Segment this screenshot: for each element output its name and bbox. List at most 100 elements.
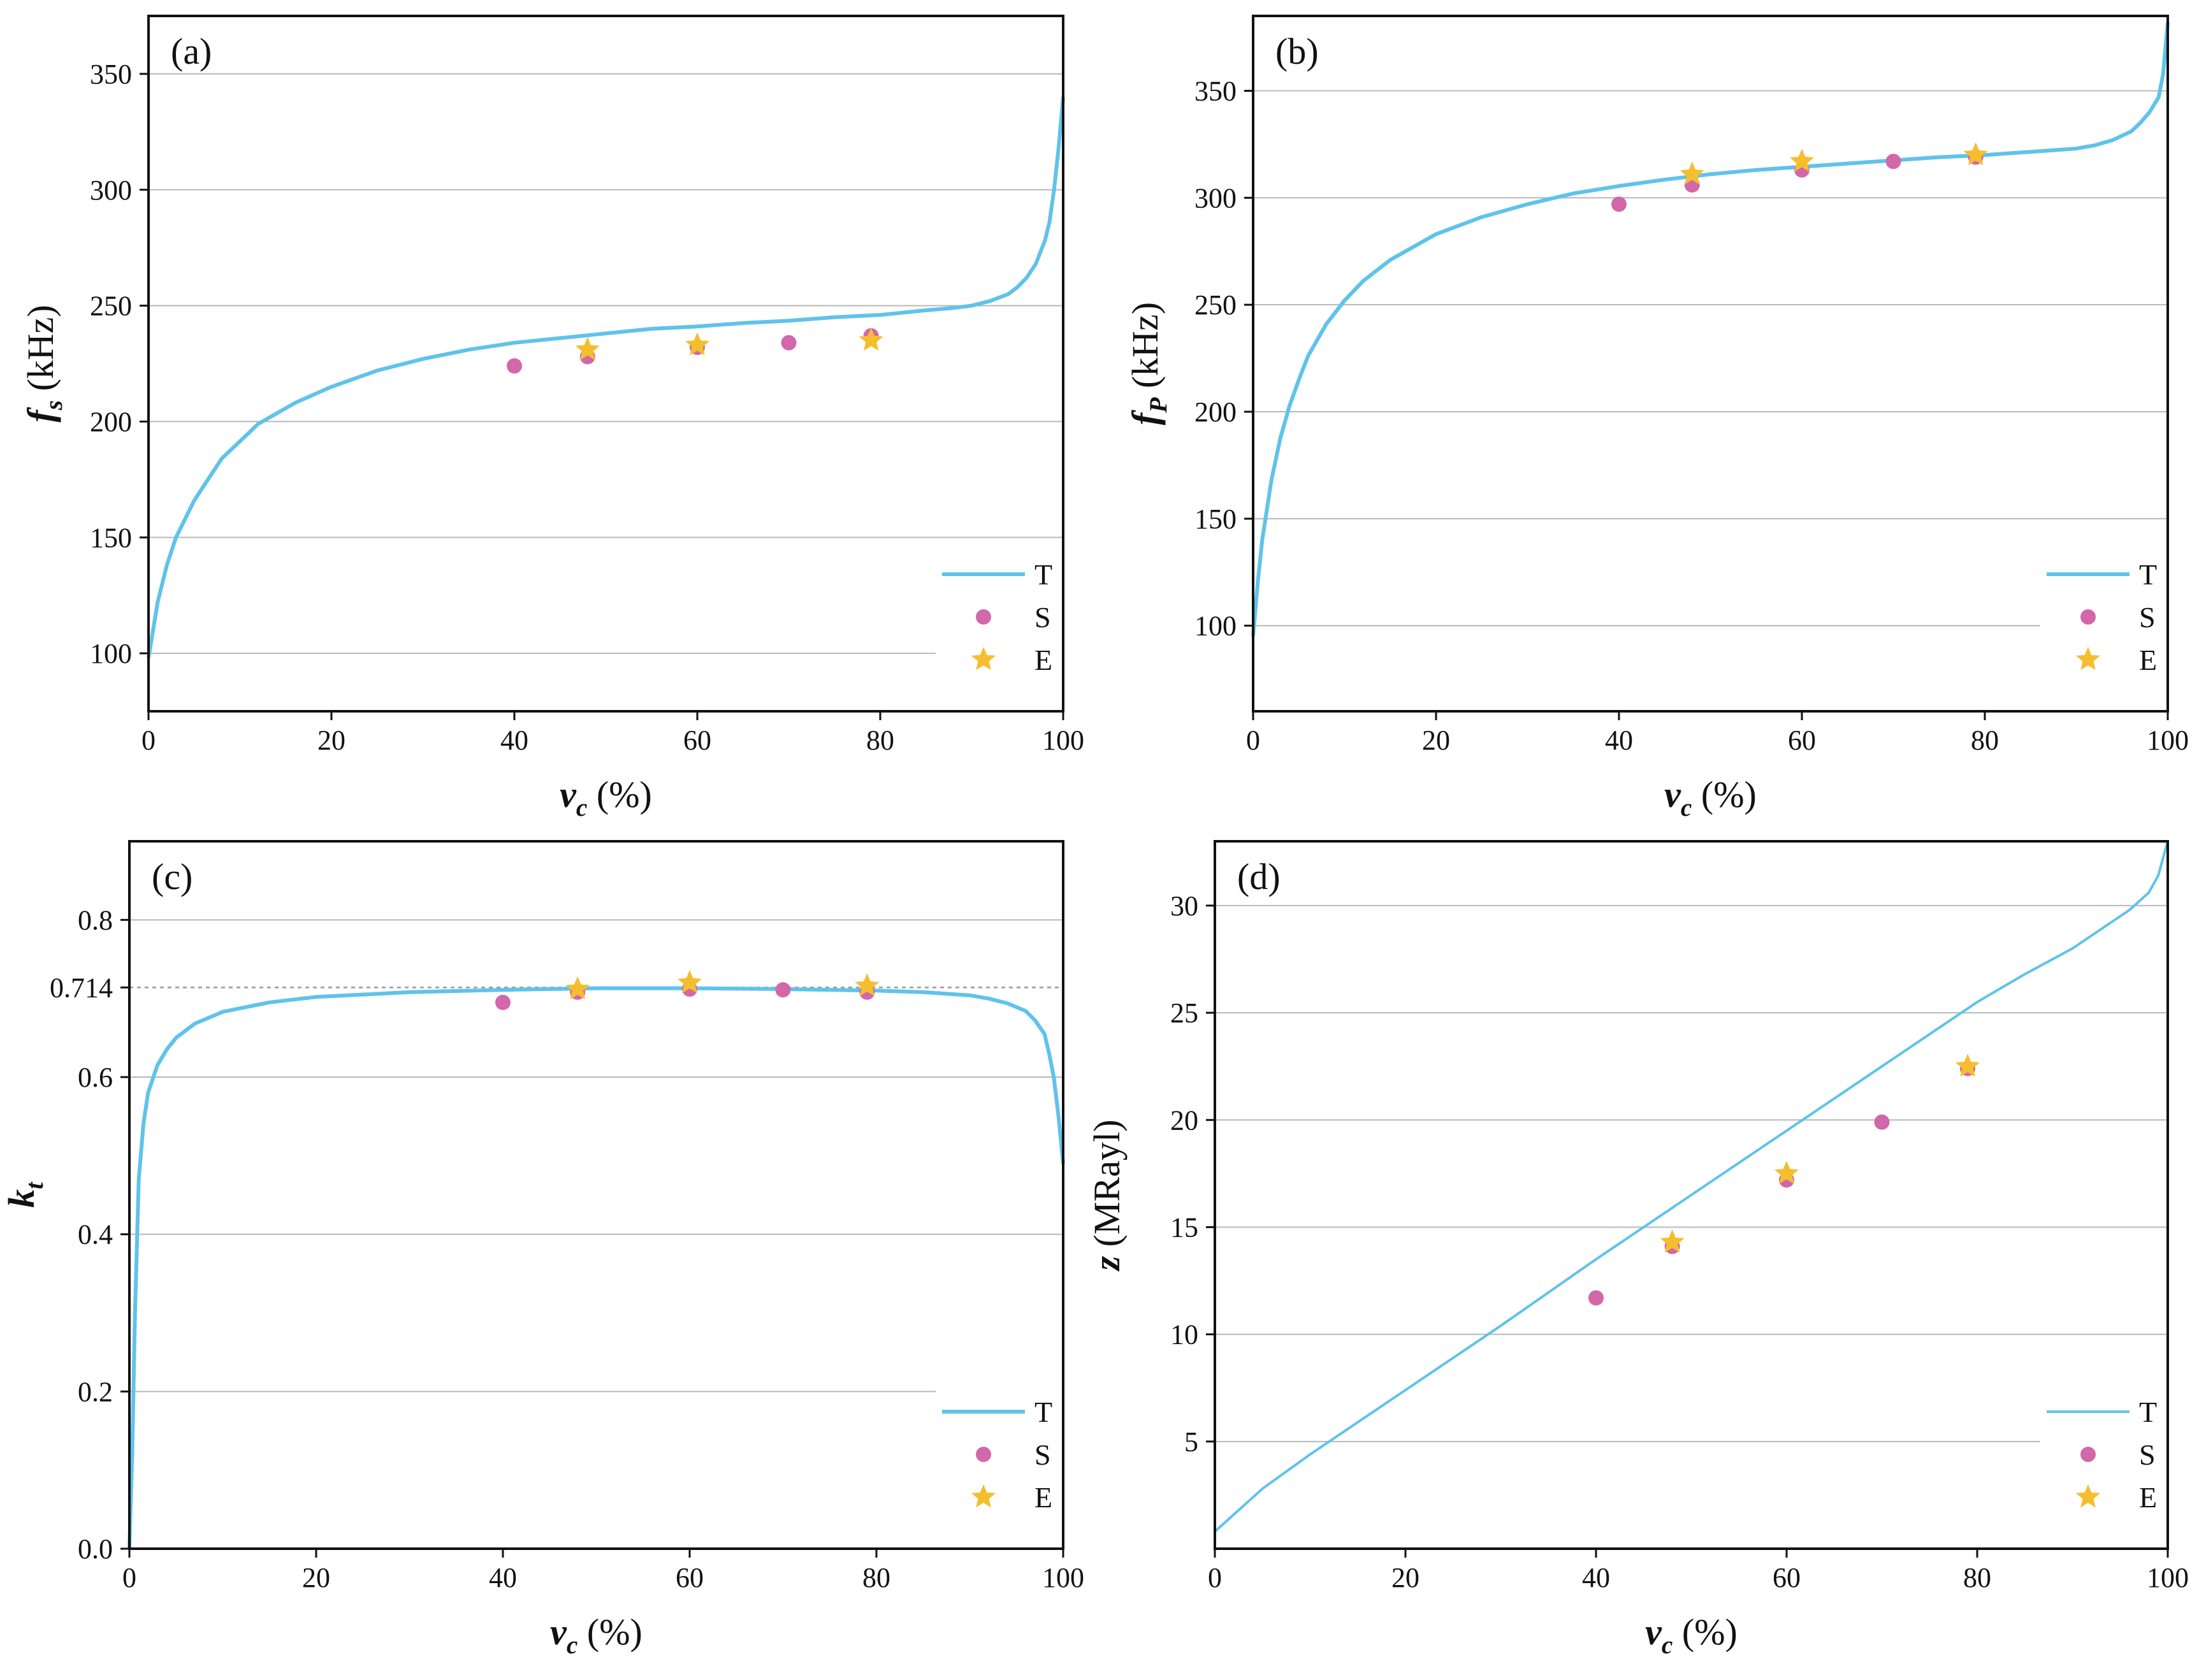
x-tick-label: 20 [1422,725,1450,756]
x-axis-unit: (%) [577,1611,642,1653]
series-line-T [127,986,1065,1549]
legend-star-icon [2076,647,2100,670]
y-tick-label: 250 [90,291,132,322]
y-axis-unit: (kHz) [1124,302,1166,398]
chart-panel-4: 0 20 40 60 80 100 5 10 15 20 25 30 (d) vc (%) z (MRayl… [1086,840,2189,1659]
data-point-S [1874,1114,1890,1130]
x-axis-label: vc (%) [560,774,652,822]
y-axis-sub: t [20,1182,48,1189]
legend-circle-icon [976,609,991,625]
y-tick-label: 0.4 [78,1219,113,1250]
data-point-S [775,982,791,998]
data-point-E [575,337,600,360]
data-point-S [1611,196,1627,212]
data-point-E [1790,148,1814,172]
data-point-E [1660,1229,1685,1253]
data-point-S [495,994,511,1010]
legend-circle-icon [2080,609,2096,625]
legend-circle-icon [976,1447,991,1462]
y-axis-unit: (MRayl) [1086,1120,1128,1256]
data-point-E [855,973,880,997]
x-tick-label: 100 [1042,1562,1084,1593]
legend-circle-icon [2080,1447,2096,1462]
x-tick-label: 0 [1208,1562,1222,1593]
y-tick-label: 100 [1194,611,1237,642]
series-line-T [147,97,1065,658]
data-point-E [1963,142,1988,166]
y-axis-unit: (kHz) [20,305,61,400]
y-tick-label: 150 [90,522,132,553]
y-axis-var: k [1,1189,42,1208]
y-axis-label: kt [1,1182,48,1208]
data-point-E [1774,1161,1799,1184]
y-tick-label: 25 [1170,997,1198,1029]
legend-label: T [2139,558,2157,591]
y-tick-label: 300 [1194,182,1237,214]
x-tick-label: 100 [2147,1562,2189,1593]
x-tick-label: 80 [1963,1562,1991,1593]
y-tick-label: 0.6 [78,1062,113,1093]
x-axis-var: v [560,774,577,815]
x-axis-unit: (%) [1692,774,1756,815]
x-tick-label: 40 [1605,725,1633,756]
x-tick-label: 80 [1971,725,1999,756]
plot-frame [1252,15,2169,713]
chart-panel-1: 0 20 40 60 80 100 100 150 200 250 300 350 (a) vc (%) f… [20,15,1084,822]
legend-star-icon [971,1484,996,1508]
data-point-E [678,970,702,994]
legend-star-icon [971,647,996,670]
y-axis-label: fs (kHz) [20,305,68,422]
data-point-E [1680,161,1704,185]
data-point-S [1588,1290,1604,1306]
y-axis-var: z [1086,1256,1128,1271]
y-tick-label: 350 [1194,75,1237,106]
legend-label: E [2139,1481,2157,1514]
x-tick-label: 60 [676,1562,704,1593]
legend: TSE [2047,1396,2157,1514]
y-tick-label: 100 [90,638,132,669]
x-axis-var: v [550,1611,567,1653]
panel-label: (d) [1237,856,1281,897]
plot-frame [147,15,1064,713]
y-tick-label: 0.714 [50,972,113,1003]
legend-label: S [2139,601,2156,634]
legend-label: T [1034,1396,1052,1428]
data-point-E [1956,1054,1980,1077]
y-tick-label: 20 [1170,1104,1198,1136]
series-line-T [1251,22,2170,637]
x-axis-sub: c [1681,793,1692,822]
y-axis-label: z (MRayl) [1086,1120,1128,1272]
y-tick-label: 5 [1184,1426,1198,1458]
x-axis-sub: c [1662,1631,1673,1659]
y-tick-label: 250 [1194,289,1237,321]
data-point-S [1885,154,1901,170]
x-tick-label: 20 [317,725,345,756]
x-axis-label: vc (%) [1645,1611,1738,1659]
y-tick-label: 300 [90,175,132,206]
x-axis-var: v [1664,774,1681,815]
legend-label: S [1034,1438,1051,1471]
panel-label: (a) [171,31,212,72]
data-point-E [565,976,590,999]
data-point-E [685,332,709,356]
legend-label: S [1034,601,1051,634]
y-tick-label: 200 [90,406,132,437]
x-tick-label: 0 [122,1562,136,1593]
y-tick-label: 30 [1170,890,1198,922]
y-tick-label: 0.2 [78,1376,113,1407]
x-tick-label: 80 [866,725,894,756]
y-tick-label: 150 [1194,503,1237,535]
data-point-S [507,358,522,374]
x-tick-label: 100 [2147,725,2189,756]
x-axis-sub: c [567,1631,578,1659]
legend-label: S [2139,1438,2156,1471]
x-axis-label: vc (%) [550,1611,642,1659]
x-tick-label: 0 [142,725,156,756]
legend: TSE [942,1396,1052,1514]
series-line-T [1214,841,2169,1533]
x-tick-label: 40 [1582,1562,1610,1593]
chart-panel-2: 0 20 40 60 80 100 100 150 200 250 300 350 (b) vc (%) f… [1124,15,2189,822]
y-axis-sub: s [40,400,68,410]
panel-label: (b) [1275,31,1319,72]
plot-frame [1214,840,2169,1550]
